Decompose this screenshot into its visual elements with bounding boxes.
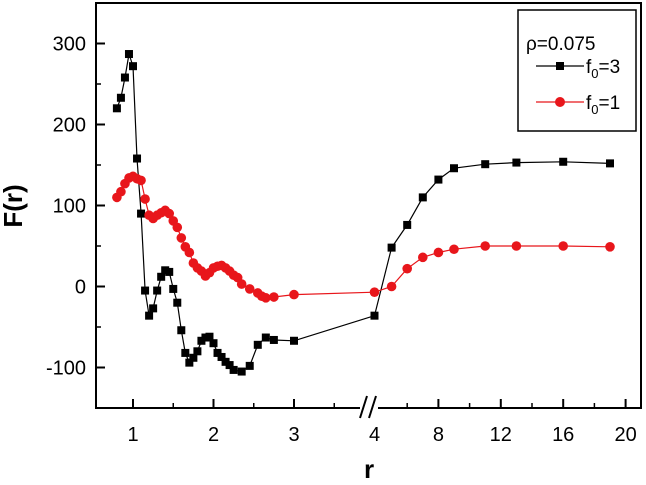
- data-point: [172, 222, 183, 233]
- y-tick-label: 200: [53, 115, 86, 137]
- data-point: [558, 241, 568, 251]
- data-point: [290, 336, 298, 345]
- legend-box: [517, 9, 637, 132]
- data-point: [245, 361, 254, 370]
- data-point: [181, 348, 190, 357]
- data-point: [289, 289, 299, 300]
- data-point: [185, 358, 194, 367]
- legend-marker-f0-3: [556, 62, 564, 70]
- data-point: [403, 220, 412, 229]
- x-tick-label: 4: [369, 424, 380, 446]
- data-point: [140, 194, 150, 204]
- data-point: [606, 159, 614, 168]
- data-point: [165, 267, 174, 276]
- data-point: [112, 104, 121, 113]
- x-tick-label: 16: [552, 424, 574, 446]
- data-point: [418, 193, 427, 202]
- data-point: [559, 157, 568, 166]
- data-point: [124, 50, 133, 59]
- data-point: [136, 175, 146, 186]
- data-point: [236, 279, 247, 289]
- legend: ρ=0.075 f0=3 f0=1: [517, 9, 637, 132]
- data-point: [434, 175, 443, 184]
- data-point: [261, 333, 270, 342]
- data-point: [137, 209, 146, 218]
- x-tick-label: 12: [490, 424, 512, 446]
- data-point: [512, 158, 521, 167]
- data-point: [189, 353, 198, 362]
- data-point: [418, 252, 428, 263]
- data-point: [176, 233, 187, 243]
- y-tick-label: -100: [46, 358, 86, 380]
- legend-label-f0-1: f0=1: [586, 93, 620, 117]
- axis-break-slash: [359, 395, 368, 419]
- data-point: [116, 186, 126, 197]
- data-point: [253, 340, 262, 349]
- data-point: [157, 272, 166, 281]
- data-point: [261, 293, 271, 303]
- data-point: [169, 284, 178, 293]
- x-tick-label: 8: [433, 424, 444, 446]
- series-line: [116, 175, 611, 299]
- data-point: [145, 311, 154, 320]
- data-point: [225, 361, 234, 370]
- data-point: [237, 367, 246, 376]
- data-point: [213, 348, 222, 357]
- data-point: [177, 326, 186, 335]
- data-point: [450, 164, 458, 173]
- data-point: [141, 286, 150, 295]
- data-point: [173, 298, 182, 307]
- x-axis-title: r: [364, 454, 374, 484]
- data-point: [386, 281, 397, 292]
- y-axis-title: F(r): [0, 184, 28, 227]
- y-tick-label: 300: [53, 34, 86, 56]
- series-f0-3: [112, 50, 614, 376]
- data-point: [217, 352, 226, 361]
- x-tick-label: 1: [127, 424, 138, 446]
- data-point: [229, 365, 238, 374]
- series-f0-1: [112, 171, 615, 303]
- data-point: [205, 332, 214, 341]
- data-point: [120, 73, 129, 82]
- data-point: [153, 286, 162, 295]
- data-point: [184, 247, 195, 258]
- legend-label-f0-3: f0=3: [586, 57, 620, 81]
- data-point: [221, 357, 230, 366]
- x-tick-label: 20: [614, 424, 636, 446]
- x-tick-label: 2: [208, 424, 219, 446]
- data-point: [269, 335, 278, 344]
- axis-break: [359, 395, 378, 420]
- data-point: [201, 333, 210, 342]
- series-layer: [112, 50, 615, 376]
- data-point: [402, 263, 413, 274]
- data-point: [480, 241, 491, 251]
- legend-title: ρ=0.075: [526, 34, 595, 55]
- data-point: [433, 247, 444, 258]
- y-tick-label: 0: [75, 277, 86, 299]
- y-tick-label: 100: [53, 196, 86, 218]
- data-point: [193, 347, 202, 356]
- legend-marker-f0-1: [555, 97, 565, 107]
- data-point: [481, 160, 490, 169]
- data-point: [369, 287, 380, 297]
- data-point: [164, 208, 175, 219]
- data-point: [269, 292, 279, 302]
- data-point: [149, 304, 158, 313]
- data-point: [605, 242, 615, 252]
- axis-break-slash: [368, 395, 377, 419]
- data-point: [244, 284, 255, 294]
- data-point: [129, 62, 137, 71]
- data-point: [197, 336, 206, 345]
- data-point: [387, 243, 396, 252]
- data-point: [511, 241, 522, 251]
- data-point: [116, 93, 125, 102]
- data-point: [209, 339, 218, 348]
- data-point: [161, 266, 170, 275]
- data-point: [133, 154, 142, 163]
- data-point: [449, 244, 459, 255]
- x-tick-label: 3: [288, 424, 299, 446]
- data-point: [370, 311, 379, 320]
